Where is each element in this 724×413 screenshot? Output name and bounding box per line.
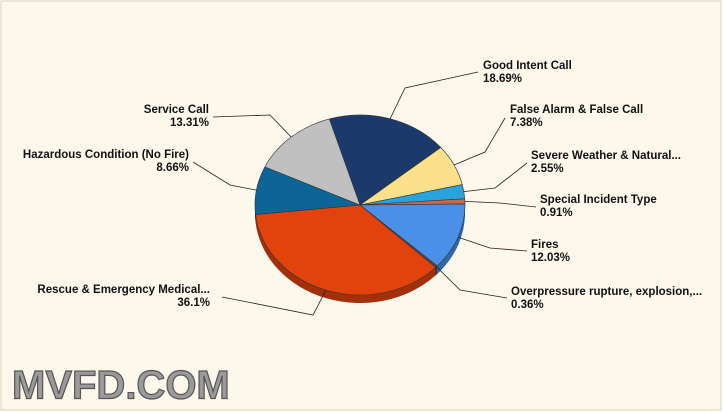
- leader-line: [436, 266, 508, 299]
- leader-line: [192, 161, 257, 191]
- leader-line: [212, 114, 292, 138]
- slice-label: False Alarm & False Call: [510, 104, 643, 116]
- slice-label: Overpressure rupture, explosion,...: [511, 286, 702, 298]
- slice: [328, 114, 442, 206]
- slice-value-label: 0.91%: [540, 207, 573, 219]
- slice-label: Fires: [531, 239, 559, 251]
- leader-line: [457, 236, 528, 252]
- slice-value-label: 18.69%: [483, 73, 522, 85]
- slice-label: Special Incident Type: [540, 194, 657, 206]
- slice-label: Rescue & Emergency Medical...: [37, 284, 210, 296]
- slice-value-label: 13.31%: [170, 117, 209, 129]
- slice-label: Severe Weather & Natural...: [531, 150, 681, 162]
- slice-value-label: 8.66%: [156, 162, 189, 174]
- slice-label: Good Intent Call: [483, 60, 572, 72]
- watermark: MVFD.COM: [12, 364, 230, 408]
- leader-line: [464, 200, 537, 208]
- slice: [264, 118, 361, 206]
- leader-line: [463, 162, 528, 193]
- leader-line: [221, 289, 327, 316]
- slice-value-label: 7.38%: [510, 117, 543, 129]
- slice-value-label: 2.55%: [531, 163, 564, 175]
- leader-line: [389, 71, 479, 119]
- leader-line: [453, 117, 506, 166]
- slice-value-label: 12.03%: [531, 252, 570, 264]
- slice-label: Service Call: [144, 104, 209, 116]
- slice-value-label: 0.36%: [511, 299, 544, 311]
- slice-value-label: 36.1%: [177, 297, 210, 309]
- slice-label: Hazardous Condition (No Fire): [23, 149, 189, 161]
